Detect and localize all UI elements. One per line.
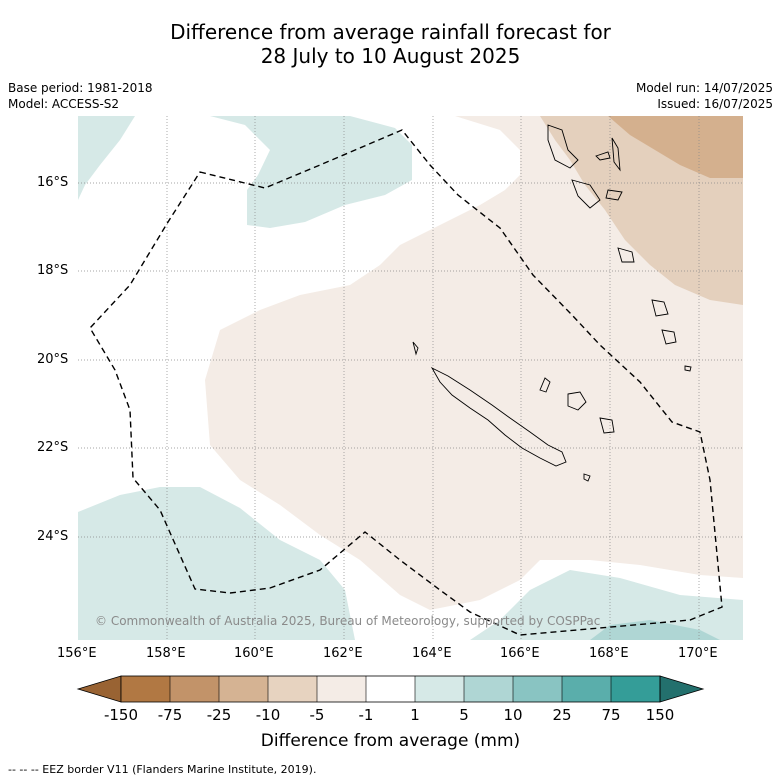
colorbar-seg-3: [219, 676, 268, 702]
base-period-text: Base period: 1981-2018: [8, 81, 153, 95]
loyalty-island-mare: [599, 417, 615, 434]
lon-label-164e: 164°E: [412, 646, 452, 661]
isle-of-pines: [583, 473, 591, 482]
eez-border: [89, 129, 723, 636]
lon-label-156e: 156°E: [57, 646, 97, 661]
colorbar-label: -25: [206, 706, 232, 724]
wet-medium-region: [590, 620, 720, 640]
colorbar-title: Difference from average (mm): [260, 731, 521, 751]
lat-label-18s: 18°S: [37, 263, 69, 278]
colorbar-seg-4: [268, 676, 317, 702]
colorbar-seg-2: [170, 676, 219, 702]
vanuatu-erromango: [651, 299, 669, 317]
dry-strong-region: [608, 116, 743, 178]
colorbar-seg-1: [121, 676, 170, 702]
lon-label-168e: 168°E: [589, 646, 629, 661]
colorbar-seg-11: [611, 676, 660, 702]
model-text: Model: ACCESS-S2: [8, 97, 120, 111]
colorbar-label: 5: [459, 706, 469, 724]
copyright-notice: © Commonwealth of Australia 2025, Bureau…: [95, 614, 601, 628]
colorbar-label: 1: [410, 706, 420, 724]
issued-text: Issued: 16/07/2025: [657, 97, 773, 111]
wet-region-top-center: [210, 116, 412, 228]
colorbar-seg-9: [513, 676, 562, 702]
dry-light-region: [205, 116, 743, 610]
colorbar-seg-7: [415, 676, 464, 702]
colorbar-seg-6: [366, 676, 415, 702]
vanuatu-malakula: [571, 179, 601, 209]
loyalty-island-ouvea: [539, 377, 551, 393]
lat-label-22s: 22°S: [37, 440, 69, 455]
vanuatu-island-2: [595, 151, 611, 161]
new-caledonia-island: [430, 366, 567, 467]
wet-region-bottom-left: [78, 487, 355, 640]
colorbar-label: 150: [645, 706, 675, 724]
lon-label-160e: 160°E: [234, 646, 274, 661]
colorbar-label: -5: [309, 706, 325, 724]
belep-island: [412, 341, 419, 356]
colorbar-label: -75: [157, 706, 183, 724]
lon-label-158e: 158°E: [146, 646, 186, 661]
colorbar-seg-5: [317, 676, 366, 702]
loyalty-island-lifou: [567, 391, 587, 411]
colorbar-label: -150: [103, 706, 139, 724]
model-run-text: Model run: 14/07/2025: [635, 81, 773, 95]
colorbar-label: 25: [552, 706, 572, 724]
eez-footnote: -- -- -- EEZ border V11 (Flanders Marine…: [8, 763, 317, 776]
lon-label-166e: 166°E: [500, 646, 540, 661]
colorbar-label: -1: [358, 706, 374, 724]
title-line-2: 28 July to 10 August 2025: [260, 44, 521, 68]
lon-label-162e: 162°E: [323, 646, 363, 661]
vanuatu-espiritu-santo: [547, 124, 579, 169]
colorbar-low-arrow: [76, 675, 122, 703]
colorbar-high-arrow: [659, 675, 705, 703]
title-line-1: Difference from average rainfall forecas…: [170, 20, 611, 44]
vanuatu-island-3: [611, 137, 621, 172]
colorbar-label: -10: [255, 706, 281, 724]
wet-region-bottom-right: [470, 570, 743, 640]
lat-label-16s: 16°S: [37, 175, 69, 190]
colorbar-seg-8: [464, 676, 513, 702]
vanuatu-anatom: [684, 365, 692, 372]
colorbar-label: 75: [601, 706, 621, 724]
vanuatu-efate: [617, 247, 635, 263]
gridlines: [78, 116, 743, 640]
lat-label-24s: 24°S: [37, 529, 69, 544]
wet-region-top-left: [78, 116, 135, 200]
lon-label-170e: 170°E: [678, 646, 718, 661]
colorbar-seg-10: [562, 676, 611, 702]
colorbar: [76, 675, 705, 703]
lat-label-20s: 20°S: [37, 352, 69, 367]
rainfall-anomaly-shading: [78, 116, 743, 640]
colorbar-label: 10: [503, 706, 523, 724]
vanuatu-tanna: [661, 329, 677, 345]
vanuatu-island-5: [605, 189, 623, 201]
